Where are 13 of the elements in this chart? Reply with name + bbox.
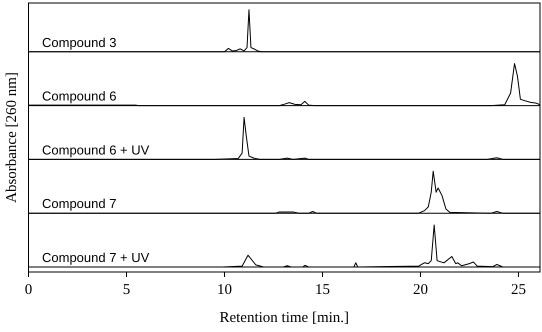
- x-axis-title: Retention time [min.]: [219, 310, 350, 326]
- x-tick-label: 15: [314, 282, 330, 298]
- x-tick-label: 5: [122, 282, 130, 298]
- series-label: Compound 7: [42, 196, 116, 212]
- series-label: Compound 7 + UV: [42, 250, 150, 265]
- x-tick-label: 10: [216, 282, 232, 298]
- x-tick-label: 0: [24, 282, 32, 298]
- series-label: Compound 6: [42, 88, 116, 104]
- series-label: Compound 3: [42, 34, 116, 50]
- x-tick-label: 25: [510, 282, 526, 298]
- x-tick-label: 20: [412, 282, 428, 298]
- series-label: Compound 6 + UV: [42, 142, 150, 158]
- y-axis-title: Absorbance [260 nm]: [4, 72, 20, 203]
